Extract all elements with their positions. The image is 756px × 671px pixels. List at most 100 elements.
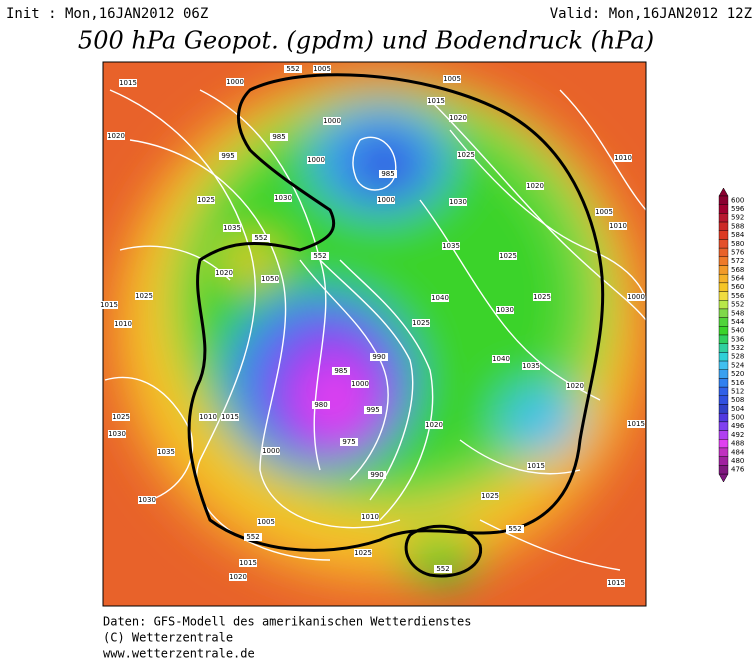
isobar-label: 1020 xyxy=(215,269,233,277)
isobar-label-bg xyxy=(427,97,445,105)
colorbar-label: 552 xyxy=(731,301,744,309)
isobar-label-bg xyxy=(351,380,369,388)
isobar-label-bg xyxy=(135,292,153,300)
isobar-label: 1010 xyxy=(199,413,217,421)
isobar-label-bg xyxy=(119,79,137,87)
isobar-label: 1025 xyxy=(197,196,215,204)
colorbar-label: 544 xyxy=(731,318,745,326)
isobar-label-bg xyxy=(526,182,544,190)
colorbar-swatch xyxy=(718,256,729,266)
isobar-label: 1000 xyxy=(627,293,645,301)
isobar-label: 1025 xyxy=(533,293,551,301)
colorbar-swatch xyxy=(718,430,729,440)
isobar-label: 1015 xyxy=(221,413,239,421)
colorbar-swatch xyxy=(718,273,729,284)
isobar-label: 1020 xyxy=(449,114,467,122)
colorbar-swatch xyxy=(718,195,729,205)
isobar-label-bg xyxy=(257,518,275,526)
isobar-label-bg xyxy=(607,579,625,587)
isobar-label-bg xyxy=(244,533,262,541)
colorbar-label: 488 xyxy=(731,440,744,448)
colorbar-label: 548 xyxy=(731,309,744,317)
colorbar-label: 508 xyxy=(731,396,744,404)
map-field xyxy=(103,62,646,606)
isobar-label: 1035 xyxy=(522,362,540,370)
colorbar-label: 496 xyxy=(731,422,745,430)
colorbar-swatch xyxy=(718,421,729,431)
colorbar-swatch xyxy=(718,300,729,310)
colorbar-swatch xyxy=(718,317,729,327)
colorbar-swatch xyxy=(718,282,729,292)
isobar-label-bg xyxy=(313,65,331,73)
colorbar-swatch xyxy=(718,334,729,344)
isobar-label: 995 xyxy=(366,406,379,414)
isobar-label-bg xyxy=(197,196,215,204)
isobar-label: 1020 xyxy=(425,421,443,429)
isobar-label: 1025 xyxy=(499,252,517,260)
isobar-label-bg xyxy=(449,114,467,122)
isobar-label-bg xyxy=(361,513,379,521)
colorbar-label: 524 xyxy=(731,361,745,369)
colorbar-swatch xyxy=(718,291,729,301)
colorbar-label: 484 xyxy=(731,448,745,456)
colorbar-swatch xyxy=(718,369,729,379)
colorbar-label: 576 xyxy=(731,248,745,256)
isobar-label-bg xyxy=(215,269,233,277)
isobar-label-bg xyxy=(379,170,397,178)
isobar-label-bg xyxy=(323,117,341,125)
isobar-label-bg xyxy=(377,196,395,204)
isobar-label: 1000 xyxy=(307,156,325,164)
isobar-label-bg xyxy=(262,447,280,455)
isobar-label-bg xyxy=(332,367,350,375)
isobar-label-bg xyxy=(442,242,460,250)
isobar-label: 1030 xyxy=(138,496,156,504)
isobar-label: 1030 xyxy=(274,194,292,202)
isobar-label-bg xyxy=(533,293,551,301)
isobar-label-bg xyxy=(307,156,325,164)
isobar-label: 985 xyxy=(381,170,394,178)
colorbar-label: 568 xyxy=(731,266,744,274)
footer-source: Daten: GFS-Modell des amerikanischen Wet… xyxy=(103,615,471,629)
isobar-label-bg xyxy=(425,421,443,429)
isobar-label-bg xyxy=(481,492,499,500)
isobar-label: 1010 xyxy=(614,154,632,162)
isobar-label-bg xyxy=(138,496,156,504)
isobar-label-bg xyxy=(431,294,449,302)
isobar-label: 1015 xyxy=(239,559,257,567)
isobar-label: 1030 xyxy=(496,306,514,314)
colorbar-label: 480 xyxy=(731,457,744,465)
isobar-label-bg xyxy=(261,275,279,283)
colorbar-label: 584 xyxy=(731,231,745,239)
colorbar-label: 476 xyxy=(731,466,745,474)
isobar-label: 1015 xyxy=(627,420,645,428)
isobar-label: 1015 xyxy=(607,579,625,587)
colorbar-label: 512 xyxy=(731,387,744,395)
isobar-label: 552 xyxy=(246,533,259,541)
isobar-label: 552 xyxy=(254,234,267,242)
isobar-label-bg xyxy=(499,252,517,260)
isobar-label: 1030 xyxy=(108,430,126,438)
isobar-label: 1005 xyxy=(443,75,461,83)
isobar-label: 1010 xyxy=(114,320,132,328)
isobar-label: 1005 xyxy=(313,65,331,73)
isobar-label: 1000 xyxy=(377,196,395,204)
isobar-label-bg xyxy=(522,362,540,370)
isobar-label: 1020 xyxy=(107,132,125,140)
colorbar-label: 564 xyxy=(731,275,745,283)
isobar-label-bg xyxy=(449,198,467,206)
isobar-label-bg xyxy=(284,65,302,73)
footer-copyright: (C) Wetterzentrale xyxy=(103,631,233,645)
isobar-label: 1025 xyxy=(135,292,153,300)
colorbar-label: 592 xyxy=(731,214,744,222)
isobar-label-bg xyxy=(492,355,510,363)
isobar-label-bg xyxy=(223,224,241,232)
isobar-label: 1000 xyxy=(351,380,369,388)
isobar-label: 552 xyxy=(313,252,326,260)
init-time: Init : Mon,16JAN2012 06Z xyxy=(6,6,208,22)
colorbar-swatch xyxy=(718,239,729,249)
isobar-label-bg xyxy=(496,306,514,314)
isobar-label: 1025 xyxy=(354,549,372,557)
colorbar-label: 556 xyxy=(731,292,745,300)
